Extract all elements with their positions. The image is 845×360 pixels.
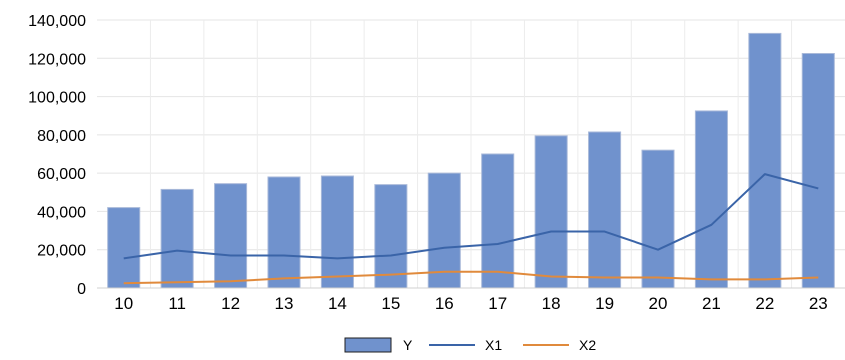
x-tick-label: 11: [168, 294, 186, 313]
y-tick-label: 20,000: [37, 243, 86, 260]
bars-series-y: [107, 32, 835, 289]
x-axis-ticks: 10 11 12 13 14 15 16 17 18 19 20 21 22 23: [114, 294, 827, 313]
y-tick-label: 140,000: [28, 13, 86, 30]
bar-20: [641, 149, 675, 289]
x-tick-label: 18: [542, 294, 561, 313]
bar-13: [267, 176, 301, 289]
y-tick-label: 0: [77, 281, 86, 298]
x-tick-label: 20: [649, 294, 668, 313]
x-tick-label: 23: [809, 294, 828, 313]
bar-18: [534, 135, 568, 289]
y-tick-label: 120,000: [28, 51, 86, 68]
legend-label-x2: X2: [579, 337, 596, 353]
x-tick-label: 14: [328, 294, 347, 313]
y-axis-ticks: 0 20,000 40,000 60,000 80,000 100,000 120,000 1…: [28, 13, 86, 298]
bar-10: [107, 207, 141, 289]
line-series-x2: [123, 270, 819, 285]
line-series: [123, 173, 819, 285]
legend-label-y: Y: [403, 337, 413, 353]
legend-label-x1: X1: [485, 337, 502, 353]
bar-14: [320, 175, 354, 289]
x-tick-label: 17: [488, 294, 507, 313]
bar-15: [374, 184, 408, 289]
x-tick-label: 13: [275, 294, 294, 313]
y-tick-label: 60,000: [37, 166, 86, 183]
x-tick-label: 19: [595, 294, 614, 313]
line-series-x1: [123, 173, 819, 260]
x-tick-label: 10: [114, 294, 133, 313]
y-tick-label: 80,000: [37, 128, 86, 145]
x-tick-label: 15: [381, 294, 400, 313]
bar-17: [481, 153, 515, 289]
x-tick-label: 21: [702, 294, 721, 313]
bar-11: [160, 188, 194, 289]
y-tick-label: 40,000: [37, 204, 86, 221]
bar-22: [748, 32, 782, 289]
bar-23: [801, 53, 835, 289]
gridlines: [97, 19, 845, 288]
y-tick-label: 100,000: [28, 90, 86, 107]
bar-21: [694, 110, 728, 289]
x-tick-label: 22: [755, 294, 774, 313]
legend: Y X1 X2: [344, 337, 596, 353]
x-tick-label: 16: [435, 294, 454, 313]
legend-swatch-y: [344, 337, 392, 353]
bar-16: [427, 172, 461, 289]
bar-19: [588, 131, 622, 289]
x-tick-label: 12: [221, 294, 240, 313]
bar-12: [214, 183, 248, 289]
